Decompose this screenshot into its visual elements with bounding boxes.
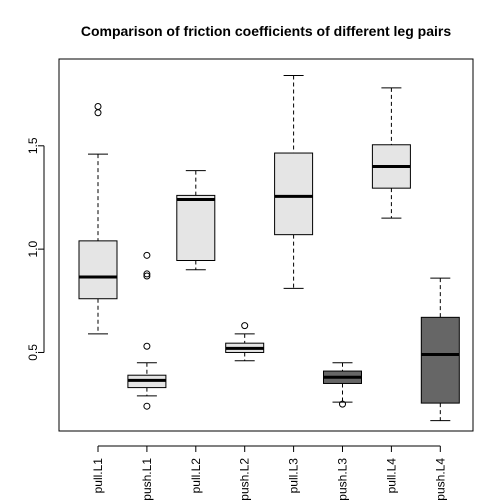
box-group [371,87,411,219]
iqr-box [420,316,460,404]
outlier-point [94,103,102,111]
x-tick-label: pull.L1 [91,458,105,494]
outlier-point [143,272,151,280]
x-axis: pull.L1 push.L1 pull.L2 push.L2 pull.L3 push.… [91,445,447,501]
y-tick-label: 0.5 [26,344,40,361]
iqr-box [176,194,216,261]
outlier-point [143,251,151,259]
box-group [78,103,118,335]
box-series [78,75,460,422]
x-tick-label: push.L4 [433,458,447,501]
box-group [420,277,460,422]
box-group [225,322,265,362]
outlier-point [143,270,151,278]
plot-area-frame [58,58,474,432]
box-group [274,75,314,289]
iqr-box [78,240,118,300]
outlier-point [143,342,151,350]
outlier-point [339,400,346,408]
x-tick-label: push.L1 [140,458,154,501]
x-tick-label: pull.L3 [287,458,301,494]
y-tick-label: 1.0 [26,240,40,257]
x-tick-label: push.L3 [336,458,350,501]
x-tick-label: push.L2 [238,458,252,501]
x-tick-label: pull.L4 [384,458,398,494]
y-tick-label: 1.5 [26,137,40,154]
x-tick-label: pull.L2 [189,458,203,494]
box-group [176,170,216,271]
box-group [323,362,362,408]
chart-title: Comparison of friction coefficients of d… [81,23,451,39]
box-group [127,251,167,410]
iqr-box [274,152,314,236]
y-axis: 0.5 1.0 1.5 [26,137,45,361]
outlier-point [143,402,151,410]
outlier-point [241,322,249,330]
outlier-point [94,109,102,117]
